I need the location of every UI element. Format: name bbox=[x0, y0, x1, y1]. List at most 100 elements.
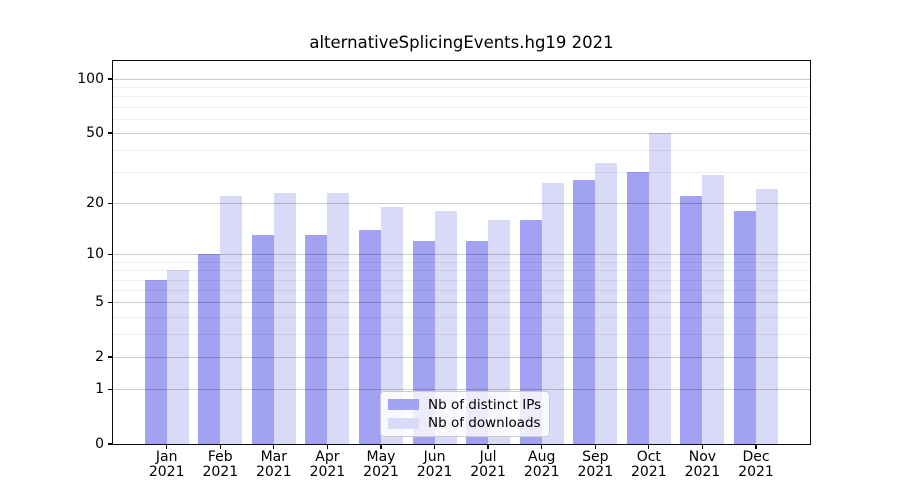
gridline-minor bbox=[113, 261, 810, 263]
bar-distinct-ips bbox=[144, 279, 167, 444]
y-tick-mark bbox=[107, 356, 113, 358]
bar-distinct-ips bbox=[198, 254, 221, 444]
y-tick-mark bbox=[107, 132, 113, 134]
gridline-minor bbox=[113, 87, 810, 89]
x-tick-mark bbox=[273, 444, 275, 449]
bar-downloads bbox=[434, 211, 457, 444]
x-tick-mark bbox=[541, 444, 543, 449]
bar-distinct-ips bbox=[305, 235, 328, 444]
bar-downloads bbox=[327, 192, 350, 444]
x-tick-mark bbox=[219, 444, 221, 449]
x-tick-label: Apr 2021 bbox=[295, 450, 359, 479]
bar-downloads bbox=[220, 196, 243, 444]
bar-distinct-ips bbox=[734, 211, 756, 444]
bar-downloads bbox=[702, 175, 725, 444]
bar-downloads bbox=[166, 270, 189, 444]
x-tick-mark bbox=[648, 444, 650, 449]
legend-swatch-downloads bbox=[388, 417, 419, 429]
legend-label-distinct-ips: Nb of distinct IPs bbox=[428, 396, 542, 413]
gridline-minor bbox=[113, 270, 810, 272]
y-tick-label: 2 bbox=[95, 349, 104, 366]
y-tick-label: 5 bbox=[95, 294, 104, 311]
x-tick-label: Aug 2021 bbox=[510, 450, 574, 479]
gridline-minor bbox=[113, 334, 810, 336]
x-tick-month: Jun bbox=[423, 449, 446, 465]
y-tick-label: 50 bbox=[86, 125, 104, 141]
x-tick-mark bbox=[701, 444, 704, 449]
gridline-major bbox=[113, 133, 810, 134]
legend-label-downloads: Nb of downloads bbox=[428, 415, 541, 432]
bar-downloads bbox=[648, 133, 671, 444]
legend-swatch-distinct-ips bbox=[388, 399, 419, 411]
gridline-major bbox=[113, 203, 810, 205]
gridline-minor bbox=[113, 172, 810, 174]
bar-distinct-ips bbox=[251, 235, 274, 444]
y-tick-label: 0 bbox=[95, 436, 104, 452]
gridline-minor bbox=[113, 106, 810, 108]
bar-downloads bbox=[381, 207, 403, 444]
x-tick-mark bbox=[433, 444, 436, 449]
bar-distinct-ips bbox=[680, 196, 703, 444]
gridline-minor bbox=[113, 290, 810, 292]
x-tick-month: Sep bbox=[582, 449, 609, 465]
x-tick-year: 2021 bbox=[630, 463, 667, 480]
x-tick-year: 2021 bbox=[523, 463, 560, 480]
x-tick-label: Sep 2021 bbox=[563, 450, 627, 479]
x-tick-month: May bbox=[366, 449, 396, 465]
bar-distinct-ips bbox=[519, 219, 542, 444]
x-tick-mark bbox=[487, 444, 489, 449]
x-tick-month: Aug bbox=[528, 449, 556, 465]
x-tick-label: Jun 2021 bbox=[403, 450, 467, 479]
x-tick-mark bbox=[755, 444, 757, 449]
x-tick-month: Oct bbox=[636, 449, 661, 465]
gridline-minor bbox=[113, 150, 810, 152]
x-tick-year: 2021 bbox=[363, 463, 399, 480]
x-tick-month: Feb bbox=[207, 449, 233, 465]
y-tick-label: 100 bbox=[77, 70, 104, 87]
x-tick-month: Mar bbox=[260, 449, 287, 465]
x-tick-month: Nov bbox=[688, 449, 717, 465]
legend: Nb of distinct IPs Nb of downloads bbox=[380, 391, 550, 437]
y-tick-mark bbox=[107, 202, 113, 204]
bar-distinct-ips bbox=[359, 229, 381, 444]
x-tick-year: 2021 bbox=[470, 463, 506, 480]
legend-item-distinct-ips: Nb of distinct IPs bbox=[388, 397, 542, 413]
x-tick-month: Apr bbox=[315, 449, 340, 465]
x-tick-year: 2021 bbox=[684, 463, 721, 480]
x-tick-month: Jan bbox=[155, 449, 178, 465]
gridline-minor bbox=[113, 118, 810, 120]
bar-downloads bbox=[595, 162, 618, 444]
x-tick-year: 2021 bbox=[577, 463, 614, 480]
gridline-minor bbox=[113, 279, 810, 281]
x-tick-mark bbox=[594, 444, 596, 449]
x-tick-label: Mar 2021 bbox=[242, 450, 306, 479]
gridline-major bbox=[113, 78, 810, 80]
x-tick-month: Dec bbox=[742, 449, 770, 465]
y-tick-mark bbox=[107, 301, 113, 303]
y-tick-mark bbox=[107, 78, 113, 80]
bar-downloads bbox=[541, 183, 564, 444]
y-tick-mark bbox=[107, 443, 113, 445]
y-tick-label: 1 bbox=[95, 381, 104, 398]
x-tick-label: Jul 2021 bbox=[456, 450, 520, 479]
plot-area: Nb of distinct IPs Nb of downloads bbox=[113, 61, 810, 444]
bar-downloads bbox=[756, 189, 778, 444]
x-tick-year: 2021 bbox=[309, 463, 346, 480]
x-tick-label: Nov 2021 bbox=[670, 450, 734, 479]
x-tick-label: Dec 2021 bbox=[724, 450, 788, 479]
x-tick-mark bbox=[380, 444, 382, 449]
gridline-major bbox=[113, 254, 810, 256]
x-tick-year: 2021 bbox=[202, 463, 239, 480]
gridline-major bbox=[113, 302, 810, 304]
legend-item-downloads: Nb of downloads bbox=[388, 415, 542, 431]
x-tick-year: 2021 bbox=[738, 463, 774, 480]
bar-distinct-ips bbox=[626, 172, 649, 444]
gridline-major bbox=[113, 389, 810, 391]
x-tick-month: Jul bbox=[479, 449, 497, 465]
bar-distinct-ips bbox=[573, 180, 596, 444]
x-tick-year: 2021 bbox=[148, 463, 185, 480]
x-tick-label: Jan 2021 bbox=[135, 450, 199, 479]
x-tick-label: Feb 2021 bbox=[188, 450, 252, 479]
y-tick-mark bbox=[107, 253, 113, 255]
